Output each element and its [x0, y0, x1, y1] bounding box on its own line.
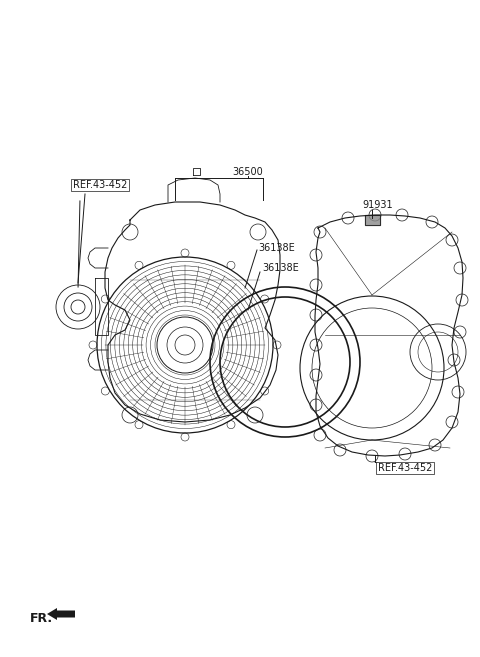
- Text: 36500: 36500: [233, 167, 264, 177]
- FancyArrow shape: [47, 608, 75, 620]
- Polygon shape: [365, 215, 380, 225]
- Text: 36138E: 36138E: [258, 243, 295, 253]
- Text: REF.43-452: REF.43-452: [378, 463, 432, 473]
- Text: FR.: FR.: [30, 612, 53, 625]
- Text: REF.43-452: REF.43-452: [73, 180, 127, 190]
- Text: 36138E: 36138E: [262, 263, 299, 273]
- Text: 91931: 91931: [363, 200, 393, 210]
